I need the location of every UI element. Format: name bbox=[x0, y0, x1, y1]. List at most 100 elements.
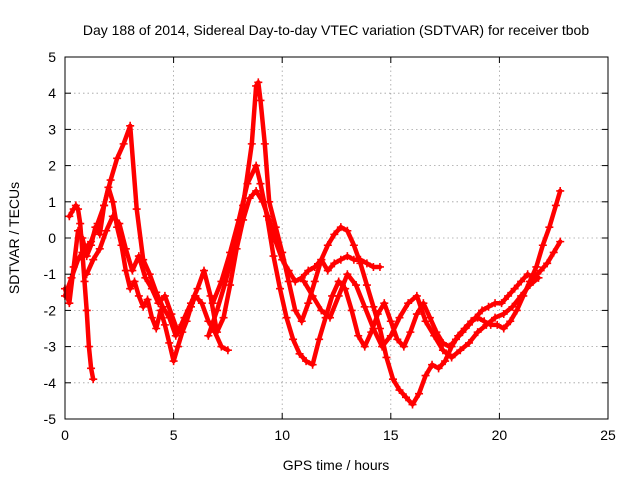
data-point bbox=[217, 342, 226, 351]
data-point bbox=[160, 291, 169, 300]
data-point bbox=[89, 375, 98, 384]
data-point bbox=[543, 259, 552, 268]
data-point bbox=[508, 302, 517, 311]
data-point bbox=[126, 284, 135, 293]
series-arc4 bbox=[84, 188, 383, 335]
y-tick-label: -3 bbox=[44, 339, 57, 355]
data-point bbox=[425, 313, 434, 322]
data-point bbox=[360, 342, 369, 351]
data-point bbox=[388, 375, 397, 384]
data-point bbox=[115, 219, 124, 228]
data-point bbox=[404, 299, 413, 308]
data-point bbox=[299, 277, 308, 286]
data-point bbox=[471, 313, 480, 322]
y-tick-label: -2 bbox=[44, 302, 57, 318]
data-point bbox=[458, 328, 467, 337]
data-point bbox=[84, 342, 93, 351]
data-point bbox=[260, 139, 269, 148]
data-point bbox=[289, 335, 298, 344]
data-point bbox=[556, 186, 565, 195]
data-point bbox=[356, 259, 365, 268]
data-point bbox=[412, 291, 421, 300]
series-arc5-markers bbox=[204, 78, 565, 409]
data-point bbox=[65, 212, 74, 221]
y-tick-label: 4 bbox=[48, 85, 56, 101]
data-point bbox=[245, 194, 254, 203]
data-point bbox=[304, 266, 313, 275]
data-point bbox=[121, 244, 130, 253]
series-arc7-markers bbox=[299, 270, 543, 362]
data-point bbox=[200, 266, 209, 275]
x-tick-label: 10 bbox=[274, 427, 290, 443]
data-point bbox=[180, 313, 189, 322]
data-point bbox=[360, 302, 369, 311]
data-point bbox=[497, 299, 506, 308]
data-point bbox=[343, 252, 352, 261]
data-point bbox=[415, 389, 424, 398]
data-point bbox=[378, 342, 387, 351]
data-point bbox=[473, 328, 482, 337]
data-point bbox=[65, 299, 74, 308]
y-tick-label: -5 bbox=[44, 411, 57, 427]
data-point bbox=[375, 262, 384, 271]
data-point bbox=[223, 346, 232, 355]
data-point bbox=[330, 230, 339, 239]
data-point bbox=[147, 284, 156, 293]
data-point bbox=[536, 266, 545, 275]
data-point bbox=[317, 306, 326, 315]
data-point bbox=[408, 400, 417, 409]
data-point bbox=[167, 310, 176, 319]
data-point bbox=[226, 281, 235, 290]
data-point bbox=[373, 310, 382, 319]
y-tick-label: 5 bbox=[48, 49, 56, 65]
data-point bbox=[334, 277, 343, 286]
data-point bbox=[213, 306, 222, 315]
data-point bbox=[315, 335, 324, 344]
data-point bbox=[395, 313, 404, 322]
data-point bbox=[347, 306, 356, 315]
data-point bbox=[456, 346, 465, 355]
data-point bbox=[447, 353, 456, 362]
data-point bbox=[284, 277, 293, 286]
y-tick-label: -4 bbox=[44, 375, 57, 391]
data-point bbox=[491, 313, 500, 322]
data-point bbox=[106, 176, 115, 185]
data-point bbox=[93, 219, 102, 228]
data-point bbox=[87, 364, 96, 373]
data-point bbox=[254, 78, 263, 87]
data-point bbox=[362, 281, 371, 290]
data-point bbox=[369, 324, 378, 333]
axis-ticks: 0 5 10 15 20 25 -5 -4 -3 -2 -1 0 1 2 3 4 5 bbox=[44, 49, 616, 443]
data-point bbox=[317, 255, 326, 264]
data-point bbox=[295, 349, 304, 358]
data-point bbox=[310, 277, 319, 286]
data-point bbox=[102, 226, 111, 235]
data-point bbox=[247, 139, 256, 148]
data-point bbox=[386, 331, 395, 340]
data-point bbox=[141, 273, 150, 282]
y-axis-label: SDTVAR / TECUs bbox=[6, 182, 22, 294]
data-point bbox=[325, 313, 334, 322]
data-point bbox=[308, 291, 317, 300]
y-tick-label: 0 bbox=[48, 230, 56, 246]
data-point bbox=[323, 266, 332, 275]
data-point bbox=[304, 299, 313, 308]
data-point bbox=[517, 291, 526, 300]
data-point bbox=[145, 270, 154, 279]
data-series bbox=[61, 78, 565, 409]
data-point bbox=[147, 313, 156, 322]
x-tick-label: 25 bbox=[600, 427, 616, 443]
data-point bbox=[213, 328, 222, 337]
series-arc3 bbox=[62, 123, 231, 353]
data-point bbox=[434, 364, 443, 373]
x-tick-label: 20 bbox=[492, 427, 508, 443]
data-point bbox=[393, 335, 402, 344]
data-point bbox=[302, 357, 311, 366]
data-point bbox=[482, 320, 491, 329]
data-point bbox=[428, 360, 437, 369]
data-point bbox=[330, 259, 339, 268]
data-point bbox=[354, 331, 363, 340]
data-point bbox=[517, 277, 526, 286]
data-point bbox=[504, 291, 513, 300]
x-tick-label: 15 bbox=[383, 427, 399, 443]
